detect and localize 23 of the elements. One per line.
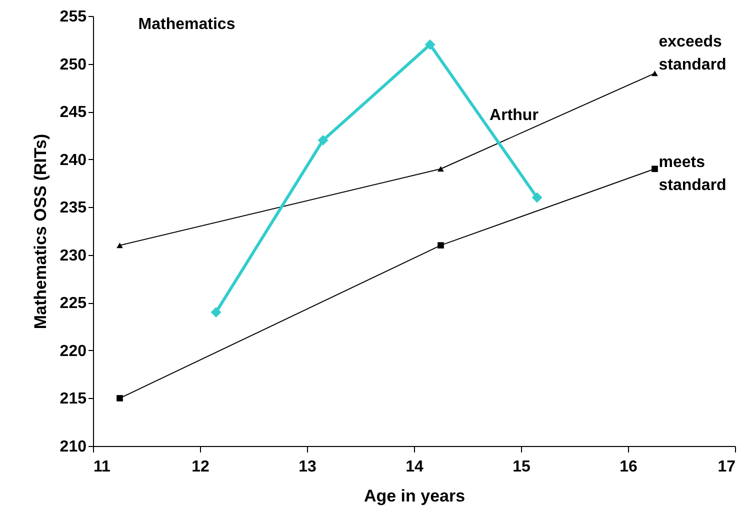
x-tick-label: 12	[192, 458, 210, 476]
y-tick-label: 240	[60, 152, 87, 169]
x-tick-label: 11	[94, 458, 111, 476]
y-tick-label: 215	[60, 390, 87, 408]
y-tick-label: 225	[60, 295, 87, 312]
y-tick-label: 230	[60, 247, 87, 264]
x-tick-label: 17	[718, 458, 736, 476]
x-axis-title: Age in years	[364, 486, 466, 506]
y-tick-label: 250	[60, 56, 87, 74]
y-axis-title: Mathematics OSS (RITs)	[30, 134, 50, 330]
x-tick-label: 16	[620, 458, 638, 476]
y-tick-label: 255	[60, 8, 87, 26]
series-label: meets standard	[658, 154, 726, 194]
series-label: Arthur	[490, 107, 538, 124]
y-tick-label: 235	[60, 200, 87, 217]
y-tick-label: 210	[60, 438, 87, 456]
chart-title: Mathematics	[138, 16, 236, 33]
series-label: exceeds standard	[658, 33, 726, 74]
x-tick-label: 14	[406, 458, 424, 476]
x-tick-label: 15	[512, 458, 530, 476]
y-tick-label: 220	[60, 342, 87, 360]
y-tick-label: 245	[60, 104, 87, 122]
x-tick-label: 13	[298, 458, 316, 476]
